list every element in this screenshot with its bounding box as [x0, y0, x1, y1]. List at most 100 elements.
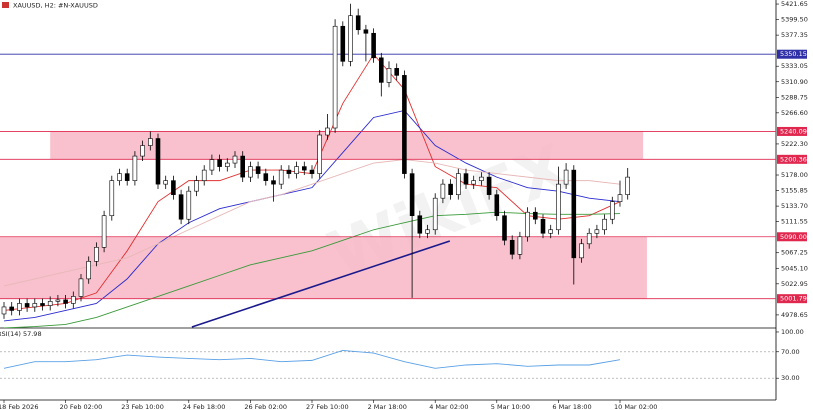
y-tick-label: 5222.30: [781, 140, 808, 148]
rsi-line: [3, 350, 621, 369]
moving-average: [3, 211, 621, 328]
candle-body: [378, 57, 384, 83]
candle-body: [301, 166, 307, 171]
candle-body: [194, 180, 199, 192]
candle-body: [479, 176, 484, 181]
indicator-label: RSI(14) 57.98: [0, 330, 42, 338]
y-tick-label: 5266.60: [781, 109, 808, 117]
candle-body: [286, 169, 292, 174]
candle-body: [448, 183, 453, 195]
candle-body: [348, 15, 353, 62]
candle-body: [1, 306, 7, 315]
candle-body: [579, 243, 584, 259]
candle-body: [517, 236, 523, 255]
level-label: 5350.15: [780, 50, 807, 58]
x-tick-label: 5 Mar 10:00: [491, 403, 530, 410]
candle-body: [432, 197, 438, 231]
candle-body: [186, 190, 192, 220]
x-tick-label: 24 Feb 18:00: [183, 403, 226, 410]
candle-body: [556, 183, 561, 231]
candle-body: [602, 218, 607, 231]
candle-body: [17, 303, 22, 311]
y-tick-label: 30.00: [781, 374, 800, 382]
y-tick-label: 5111.55: [781, 218, 808, 226]
candle-body: [117, 173, 122, 181]
candle-body: [317, 134, 323, 174]
candle-body: [55, 299, 61, 302]
candle-body: [9, 306, 14, 311]
candle-body: [24, 303, 30, 308]
y-tick-label: 4978.65: [781, 311, 808, 319]
plot-area: [0, 3, 776, 328]
candle-body: [394, 68, 400, 76]
candle-body: [255, 166, 261, 174]
candle-body: [532, 211, 538, 220]
candle-body: [217, 159, 222, 167]
level-label: 5090.00: [780, 233, 807, 241]
candle-body: [563, 169, 569, 185]
y-tick-label: 5377.35: [781, 31, 808, 39]
x-tick-label: 18 Feb 2026: [0, 403, 38, 410]
candle-body: [594, 229, 600, 234]
x-tick-label: 10 Mar 02:00: [614, 403, 657, 410]
level-label-box: [777, 294, 807, 304]
level-label: 5001.79: [780, 295, 807, 303]
x-tick-label: 6 Mar 18:00: [552, 403, 591, 410]
candle-body: [586, 232, 592, 245]
y-tick-label: 5399.50: [781, 16, 808, 24]
candle-body: [309, 169, 315, 174]
candle-body: [471, 180, 477, 185]
candle-body: [271, 180, 276, 185]
x-tick-label: 2 Mar 18:00: [368, 403, 407, 410]
candle-body: [32, 303, 38, 308]
y-tick-label: 100.00: [781, 328, 804, 336]
candle-body: [201, 169, 207, 181]
chart-header: XAUUSD, H2: #N-XAUUSD: [13, 2, 98, 10]
candle-body: [371, 32, 376, 59]
candle-body: [78, 278, 84, 297]
x-tick-label: 27 Feb 10:00: [306, 403, 349, 410]
x-tick-label: 23 Feb 10:00: [121, 403, 164, 410]
candle-body: [109, 180, 115, 217]
candle-body: [248, 166, 253, 178]
y-tick-label: 5155.85: [781, 187, 808, 195]
x-tick-label: 4 Mar 02:00: [429, 403, 468, 410]
candle-body: [463, 173, 469, 185]
zone: [50, 131, 644, 160]
candle-body: [617, 194, 623, 202]
level-label: 5200.36: [780, 155, 807, 163]
y-tick-label: 5421.65: [781, 0, 808, 8]
candle-body: [340, 25, 346, 62]
symbol-icon: [2, 2, 9, 8]
candle-body: [124, 173, 130, 181]
candle-body: [402, 75, 407, 174]
candle-body: [232, 155, 238, 164]
candle-body: [294, 166, 299, 174]
candle-body: [263, 173, 269, 181]
candle-body: [155, 138, 161, 185]
y-tick-label: 5067.25: [781, 249, 808, 257]
candle-body: [425, 229, 430, 234]
candle-body: [332, 25, 338, 129]
candle-body: [355, 15, 361, 31]
level-label: 5240.09: [780, 127, 807, 135]
candle-body: [540, 218, 546, 234]
candle-body: [209, 159, 215, 171]
candle-body: [163, 180, 168, 185]
candle-body: [409, 173, 415, 217]
y-tick-label: 5333.05: [781, 62, 808, 70]
x-tick-label: 20 Feb 02:00: [60, 403, 103, 410]
y-tick-label: 5022.95: [781, 280, 808, 288]
candle-body: [363, 29, 369, 34]
trend-line: [191, 240, 451, 328]
moving-average: [3, 109, 621, 322]
candle-body: [509, 239, 515, 255]
y-tick-label: 5045.10: [781, 264, 808, 272]
candle-body: [386, 68, 392, 83]
candle-body: [609, 201, 615, 220]
candle-body: [86, 261, 91, 280]
moving-average: [3, 159, 621, 287]
candle-body: [278, 169, 284, 185]
indicator-panel: [0, 350, 776, 379]
